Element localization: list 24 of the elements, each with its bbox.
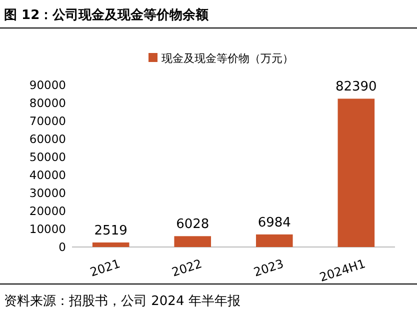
data-label: 6984 xyxy=(258,215,291,230)
y-tick-label: 30000 xyxy=(29,186,66,200)
x-tick-label: 2021 xyxy=(88,256,122,280)
y-tick-label: 60000 xyxy=(29,132,66,146)
bar xyxy=(174,236,212,247)
y-tick-label: 0 xyxy=(58,240,66,254)
y-tick-label: 70000 xyxy=(29,114,66,128)
y-tick-label: 50000 xyxy=(29,150,66,164)
bar xyxy=(256,234,293,247)
y-tick-label: 90000 xyxy=(29,78,66,92)
bar xyxy=(338,98,375,247)
data-label: 82390 xyxy=(335,80,377,95)
data-label: 6028 xyxy=(176,217,210,232)
y-tick-label: 10000 xyxy=(29,222,66,236)
legend-label: 现金及现金等价物（万元） xyxy=(162,52,294,65)
text: 资料来源：招股书，公司 2024 年半年报 xyxy=(4,294,240,309)
bar xyxy=(92,242,130,247)
y-tick-label: 40000 xyxy=(29,168,66,182)
y-tick-label: 80000 xyxy=(29,96,66,110)
data-label: 2519 xyxy=(94,223,128,238)
x-tick-label: 2022 xyxy=(170,256,204,280)
chart-title: 图 12：公司现金及现金等价物余额 xyxy=(4,7,210,23)
x-tick-label: 2023 xyxy=(252,256,286,280)
y-tick-label: 20000 xyxy=(29,204,66,218)
